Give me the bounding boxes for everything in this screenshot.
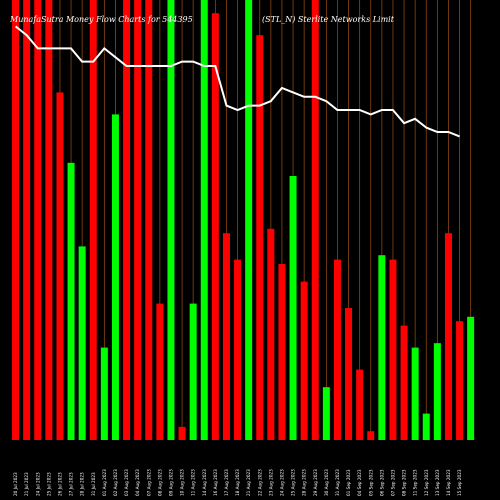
x-tick-label: 31 Aug 2023 [335,469,340,496]
x-tick-label: 12 Sep 2023 [424,469,429,496]
money-flow-bar [67,162,75,441]
x-tick-label: 13 Sep 2023 [435,469,440,496]
x-tick-label: 18 Aug 2023 [235,469,240,496]
x-tick-layer: 20 Jul 2023 21 Jul 2023 24 Jul 2023 25 Jul … [13,469,462,496]
money-flow-bar [422,413,430,440]
x-tick-label: 22 Aug 2023 [257,469,262,496]
x-tick-label: 24 Jul 2023 [35,472,40,496]
x-tick-label: 01 Sep 2023 [346,469,351,496]
money-flow-bar [23,0,31,440]
money-flow-bar [189,303,197,440]
x-tick-label: 15 Sep 2023 [457,469,462,496]
x-tick-label: 10 Aug 2023 [180,469,185,496]
money-flow-bar [278,264,286,440]
money-flow-bar [378,255,386,440]
price-line [14,25,460,138]
x-tick-label: 16 Aug 2023 [213,469,218,496]
x-tick-label: 27 Jul 2023 [69,472,74,496]
money-flow-bar [389,259,397,440]
chart-title: MunafaSutra Money Flow Charts for 544395 [9,15,193,24]
x-tick-label: 14 Aug 2023 [202,469,207,496]
x-tick-label: 04 Aug 2023 [135,469,140,496]
x-tick-label: 01 Aug 2023 [102,469,107,496]
x-tick-label: 11 Aug 2023 [191,469,196,496]
money-flow-bar [234,259,242,440]
chart-subtitle: (STL_N) Sterlite Networks Limit [262,15,395,24]
money-flow-bar [34,0,42,440]
x-tick-label: 17 Aug 2023 [224,469,229,496]
money-flow-bar [467,316,475,440]
x-tick-label: 30 Aug 2023 [324,469,329,496]
x-tick-label: 25 Aug 2023 [291,469,296,496]
bar-layer [12,0,475,441]
x-tick-label: 26 Jul 2023 [57,472,62,496]
money-flow-bar [156,303,164,440]
line-layer [14,25,460,138]
x-tick-label: 24 Aug 2023 [279,469,284,496]
money-flow-bar [56,92,64,441]
x-tick-label: 08 Sep 2023 [402,469,407,496]
money-flow-bar [167,0,175,440]
x-tick-label: 31 Jul 2023 [91,472,96,496]
money-flow-bar [78,246,86,440]
money-flow-bar [12,0,20,440]
x-tick-label: 09 Aug 2023 [168,469,173,496]
x-tick-label: 28 Aug 2023 [302,469,307,496]
money-flow-bar [333,259,341,440]
money-flow-bar [444,233,452,440]
money-flow-bar [356,369,364,440]
x-tick-label: 08 Aug 2023 [157,469,162,496]
x-tick-label: 03 Aug 2023 [124,469,129,496]
money-flow-bar [89,0,97,440]
money-flow-bar [367,431,375,440]
x-tick-label: 02 Aug 2023 [113,469,118,496]
x-tick-label: 06 Sep 2023 [379,469,384,496]
money-flow-bar [267,228,275,440]
money-flow-bar [245,0,253,440]
x-tick-label: 07 Sep 2023 [390,469,395,496]
money-flow-bar [211,13,219,440]
money-flow-bar [178,426,186,440]
money-flow-bar [345,308,353,440]
money-flow-bar [134,0,142,440]
money-flow-bar [222,233,230,440]
money-flow-bar [256,35,264,440]
x-tick-label: 20 Jul 2023 [13,472,18,496]
money-flow-bar [289,176,297,440]
money-flow-bar [311,0,319,440]
money-flow-bar [45,0,53,440]
x-tick-label: 21 Jul 2023 [24,472,29,496]
x-tick-label: 05 Sep 2023 [368,469,373,496]
money-flow-bar [100,347,108,440]
x-tick-label: 23 Aug 2023 [268,469,273,496]
money-flow-bar [145,0,153,440]
x-tick-label: 29 Aug 2023 [313,469,318,496]
money-flow-bar [400,325,408,440]
money-flow-bar [300,281,308,440]
money-flow-bar [111,114,119,441]
x-tick-label: 21 Aug 2023 [246,469,251,496]
x-tick-label: 04 Sep 2023 [357,469,362,496]
money-flow-bar [433,343,441,440]
x-tick-label: 11 Sep 2023 [413,469,418,496]
x-tick-label: 14 Sep 2023 [446,469,451,496]
x-tick-label: 28 Jul 2023 [80,472,85,496]
money-flow-bar [456,321,464,440]
money-flow-bar [322,387,330,440]
x-tick-label: 25 Jul 2023 [46,472,51,496]
money-flow-bar [411,347,419,440]
money-flow-bar [123,0,131,440]
money-flow-bar [200,0,208,440]
x-tick-label: 07 Aug 2023 [146,469,151,496]
